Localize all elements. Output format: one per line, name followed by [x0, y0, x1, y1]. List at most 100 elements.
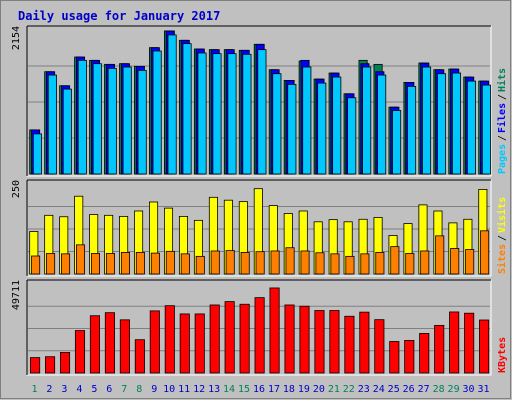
bar-sites-day-25	[390, 246, 400, 275]
legend-separator: /	[497, 94, 508, 100]
panel-max-label-kbytes: 49711	[11, 280, 22, 310]
bar-pages-day-14	[227, 53, 237, 175]
bar-kbytes-day-10	[164, 305, 175, 374]
day-label-24: 24	[373, 384, 385, 395]
bar-kbytes-day-20	[314, 310, 325, 374]
bar-pages-day-13	[212, 53, 222, 175]
bar-kbytes-day-17	[269, 287, 280, 374]
bar-sites-day-4	[75, 244, 86, 275]
bar-pages-day-29	[451, 72, 462, 175]
day-label-17: 17	[268, 384, 280, 395]
day-label-29: 29	[448, 384, 460, 395]
bar-pages-day-17	[272, 73, 282, 175]
bar-sites-day-26	[405, 253, 415, 275]
day-label-15: 15	[238, 384, 250, 395]
bar-kbytes-day-15	[239, 303, 250, 374]
panel-legend-traffic: Pages / Files / Hits	[496, 68, 508, 174]
bar-sites-day-16	[255, 251, 265, 275]
day-label-5: 5	[91, 384, 97, 395]
bar-kbytes-day-6	[104, 312, 115, 374]
bar-kbytes-day-27	[419, 333, 430, 374]
bar-kbytes-day-13	[209, 304, 220, 374]
bar-pages-day-8	[137, 69, 147, 175]
day-label-18: 18	[283, 384, 295, 395]
bar-pages-day-31	[481, 84, 491, 175]
bar-pages-day-19	[302, 66, 312, 175]
panel-traffic: 2154 Pages / Files / Hits	[11, 25, 508, 177]
bar-sites-day-9	[150, 252, 160, 275]
day-label-2: 2	[46, 384, 52, 395]
bar-kbytes-day-7	[119, 319, 130, 374]
bar-pages-day-23	[362, 66, 372, 175]
bar-kbytes-day-8	[134, 339, 145, 374]
day-label-3: 3	[61, 384, 67, 395]
bar-pages-day-12	[197, 52, 207, 175]
bar-pages-day-10	[167, 34, 177, 175]
day-label-21: 21	[328, 384, 340, 395]
legend-files: Files	[496, 103, 508, 133]
bar-sites-day-12	[195, 255, 205, 275]
bar-pages-day-11	[182, 43, 192, 175]
day-label-4: 4	[76, 384, 82, 395]
day-label-28: 28	[433, 384, 445, 395]
bar-sites-day-18	[285, 247, 295, 275]
legend-sites: Sites	[496, 244, 508, 274]
bar-sites-day-8	[135, 251, 145, 275]
day-label-14: 14	[223, 384, 235, 395]
bar-sites-day-13	[210, 250, 220, 275]
bar-kbytes-day-1	[30, 357, 41, 374]
bar-sites-day-5	[90, 253, 100, 275]
day-label-22: 22	[343, 384, 355, 395]
panel-max-label-visitors: 250	[11, 180, 22, 198]
legend-hits: Hits	[496, 68, 508, 92]
bar-pages-day-2	[47, 74, 57, 175]
day-label-30: 30	[463, 384, 475, 395]
bar-pages-day-30	[466, 80, 476, 175]
bar-kbytes-day-3	[59, 352, 71, 374]
bar-kbytes-day-11	[179, 313, 190, 374]
bar-sites-day-14	[225, 250, 235, 275]
bar-kbytes-day-14	[224, 301, 235, 374]
day-label-1: 1	[31, 384, 37, 395]
panel-kbytes: 49711 KBytes	[11, 279, 508, 376]
bar-sites-day-15	[240, 251, 250, 275]
bar-sites-day-29	[450, 248, 460, 275]
bar-kbytes-day-19	[299, 305, 310, 374]
bar-sites-day-17	[270, 250, 280, 275]
bar-sites-day-27	[420, 250, 430, 275]
panel-legend-visitors: Sites / Visits	[496, 197, 508, 274]
day-label-27: 27	[418, 384, 430, 395]
bar-kbytes-day-22	[344, 315, 355, 374]
bar-pages-day-25	[392, 110, 402, 175]
bar-sites-day-11	[180, 253, 190, 275]
bar-sites-day-19	[300, 250, 310, 275]
bar-kbytes-day-29	[449, 311, 460, 374]
bar-pages-day-4	[77, 59, 87, 175]
bar-pages-day-26	[407, 86, 417, 175]
bar-pages-day-18	[287, 84, 297, 175]
bar-sites-day-28	[435, 235, 445, 275]
bar-pages-day-20	[317, 82, 327, 175]
bar-pages-day-7	[122, 66, 132, 175]
bar-pages-day-24	[377, 74, 387, 175]
day-label-9: 9	[151, 384, 157, 395]
bar-pages-day-27	[422, 66, 432, 175]
day-label-13: 13	[208, 384, 220, 395]
panel-visitors: 250 Sites / Visits	[11, 179, 508, 277]
x-axis-day-labels: 1 2 3 4 5 6 7 8 9 10 11 12 13 14 15 16 17 18 19 20 21 22 23 24 2…	[31, 384, 489, 395]
panel-max-label-traffic: 2154	[11, 26, 22, 50]
bar-kbytes-day-21	[329, 310, 340, 374]
bar-sites-day-31	[480, 230, 490, 275]
bar-sites-day-24	[375, 251, 385, 275]
bar-kbytes-day-26	[404, 340, 415, 374]
bar-pages-day-22	[347, 97, 357, 175]
legend-kbytes: KBytes	[497, 337, 508, 373]
bar-kbytes-day-30	[464, 312, 475, 374]
bar-sites-day-6	[105, 253, 115, 275]
bar-kbytes-day-2	[45, 356, 56, 374]
bar-kbytes-day-25	[389, 341, 400, 374]
bar-pages-day-28	[437, 73, 447, 175]
bar-sites-day-23	[360, 253, 370, 275]
bar-sites-day-1	[31, 255, 41, 275]
